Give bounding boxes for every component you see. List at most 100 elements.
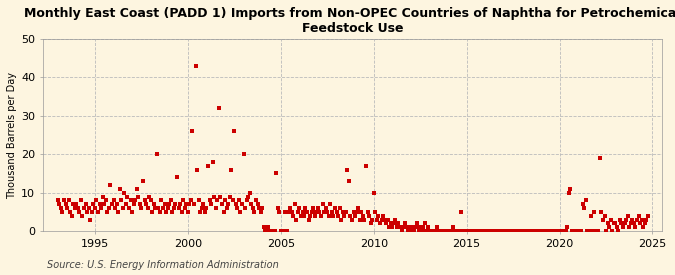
Point bbox=[408, 229, 419, 233]
Point bbox=[504, 229, 515, 233]
Point bbox=[638, 225, 649, 230]
Point bbox=[346, 218, 357, 222]
Point bbox=[539, 229, 549, 233]
Point bbox=[302, 210, 313, 214]
Point bbox=[74, 210, 85, 214]
Point bbox=[580, 198, 591, 203]
Point bbox=[229, 129, 240, 133]
Point bbox=[308, 206, 319, 210]
Point bbox=[94, 202, 105, 207]
Point bbox=[238, 152, 249, 156]
Point bbox=[140, 202, 151, 207]
Point bbox=[286, 210, 297, 214]
Point bbox=[288, 214, 298, 218]
Point bbox=[181, 202, 192, 207]
Point bbox=[637, 218, 647, 222]
Point bbox=[237, 202, 248, 207]
Point bbox=[70, 206, 80, 210]
Point bbox=[479, 229, 489, 233]
Point bbox=[614, 218, 625, 222]
Point bbox=[107, 202, 117, 207]
Point bbox=[144, 194, 155, 199]
Point bbox=[218, 210, 229, 214]
Point bbox=[621, 218, 632, 222]
Point bbox=[88, 202, 99, 207]
Point bbox=[184, 202, 194, 207]
Point bbox=[566, 229, 577, 233]
Point bbox=[376, 218, 387, 222]
Point bbox=[188, 202, 199, 207]
Point bbox=[76, 198, 86, 203]
Point bbox=[511, 229, 522, 233]
Point bbox=[111, 202, 122, 207]
Point bbox=[255, 210, 266, 214]
Point bbox=[215, 194, 225, 199]
Point bbox=[59, 198, 70, 203]
Point bbox=[500, 229, 511, 233]
Point bbox=[82, 210, 92, 214]
Point bbox=[151, 152, 162, 156]
Point bbox=[186, 198, 196, 203]
Point bbox=[303, 218, 314, 222]
Point bbox=[170, 202, 181, 207]
Point bbox=[182, 210, 193, 214]
Point bbox=[321, 206, 331, 210]
Point bbox=[101, 198, 111, 203]
Point bbox=[335, 218, 346, 222]
Point bbox=[382, 218, 393, 222]
Point bbox=[63, 198, 74, 203]
Point bbox=[516, 229, 526, 233]
Point bbox=[633, 214, 644, 218]
Point bbox=[467, 229, 478, 233]
Point bbox=[176, 210, 187, 214]
Point bbox=[252, 202, 263, 207]
Point bbox=[250, 198, 261, 203]
Point bbox=[582, 229, 593, 233]
Point bbox=[393, 221, 404, 226]
Point bbox=[85, 218, 96, 222]
Point bbox=[512, 229, 523, 233]
Point bbox=[599, 214, 610, 218]
Point bbox=[260, 229, 271, 233]
Point bbox=[360, 164, 371, 168]
Point bbox=[209, 194, 219, 199]
Point bbox=[274, 210, 285, 214]
Point bbox=[263, 225, 274, 230]
Point bbox=[449, 229, 460, 233]
Point bbox=[472, 229, 483, 233]
Point bbox=[54, 202, 65, 207]
Point bbox=[423, 225, 433, 230]
Point bbox=[591, 229, 602, 233]
Point bbox=[444, 229, 455, 233]
Point bbox=[585, 214, 596, 218]
Point bbox=[329, 206, 340, 210]
Point bbox=[325, 202, 335, 207]
Point bbox=[148, 202, 159, 207]
Point bbox=[242, 198, 252, 203]
Point bbox=[114, 187, 125, 191]
Point bbox=[543, 229, 554, 233]
Point bbox=[202, 164, 213, 168]
Point bbox=[351, 210, 362, 214]
Point bbox=[398, 225, 408, 230]
Point bbox=[248, 206, 259, 210]
Point bbox=[493, 229, 504, 233]
Point bbox=[213, 106, 224, 110]
Point bbox=[300, 206, 311, 210]
Point bbox=[475, 229, 486, 233]
Point bbox=[150, 206, 161, 210]
Point bbox=[246, 202, 256, 207]
Point bbox=[576, 229, 587, 233]
Point bbox=[145, 198, 156, 203]
Point bbox=[201, 206, 212, 210]
Point bbox=[477, 229, 487, 233]
Point bbox=[92, 210, 103, 214]
Point bbox=[96, 206, 107, 210]
Point bbox=[370, 210, 381, 214]
Point bbox=[448, 225, 458, 230]
Point bbox=[388, 221, 399, 226]
Point bbox=[643, 214, 653, 218]
Point bbox=[219, 198, 230, 203]
Point bbox=[139, 198, 150, 203]
Point bbox=[383, 225, 394, 230]
